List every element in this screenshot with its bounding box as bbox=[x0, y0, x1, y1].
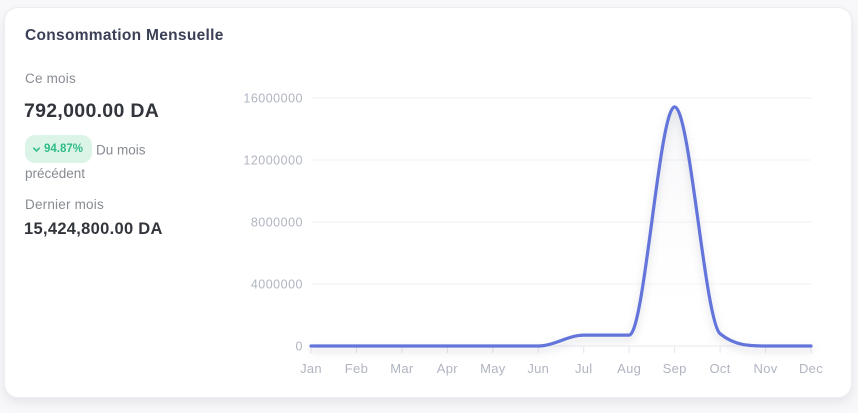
previous-month-value: 15,424,800.00 DA bbox=[24, 220, 163, 238]
current-month-label: Ce mois bbox=[25, 71, 76, 86]
x-tick-label: Dec bbox=[799, 361, 823, 376]
x-tick-label: Sep bbox=[663, 361, 687, 376]
card-title: Consommation Mensuelle bbox=[25, 27, 224, 44]
previous-month-label: Dernier mois bbox=[25, 197, 104, 212]
x-tick-label: Feb bbox=[345, 361, 368, 376]
y-tick-label: 12000000 bbox=[243, 154, 303, 168]
monthly-consumption-chart[interactable]: 0 4000000 8000000 12000000 16000000 Jan Feb Mar… bbox=[241, 86, 853, 391]
change-badge: 94.87% bbox=[25, 135, 93, 163]
y-tick-label: 16000000 bbox=[243, 92, 303, 106]
y-axis-labels: 0 4000000 8000000 12000000 16000000 bbox=[243, 92, 303, 354]
change-percent: 94.87% bbox=[44, 143, 84, 155]
y-tick-label: 4000000 bbox=[251, 278, 303, 292]
x-tick-label: Apr bbox=[437, 361, 459, 376]
chart-canvas[interactable]: 0 4000000 8000000 12000000 16000000 Jan Feb Mar… bbox=[241, 86, 853, 391]
x-tick-label: Mar bbox=[390, 361, 414, 376]
x-tick-label: Jun bbox=[527, 361, 549, 376]
x-tick-label: May bbox=[480, 361, 506, 376]
current-month-value: 792,000.00 DA bbox=[24, 100, 160, 122]
x-tick-label: Aug bbox=[617, 361, 641, 376]
consumption-line bbox=[309, 105, 813, 348]
y-tick-label: 8000000 bbox=[251, 216, 303, 230]
change-row: 94.87% Du mois précédent bbox=[25, 135, 190, 185]
y-tick-label: 0 bbox=[296, 340, 303, 354]
x-tick-label: Jul bbox=[575, 361, 593, 376]
x-tick-label: Oct bbox=[710, 361, 731, 376]
change-caption: Du mois précédent bbox=[25, 142, 146, 182]
consumption-area bbox=[311, 106, 811, 346]
gridlines bbox=[311, 97, 811, 347]
consumption-card: Consommation Mensuelle Ce mois 792,000.0… bbox=[4, 7, 852, 398]
x-tick-label: Nov bbox=[754, 361, 778, 376]
x-tick-label: Jan bbox=[300, 361, 322, 376]
x-axis-labels: Jan Feb Mar Apr May Jun Jul Aug Sep Oct Nov Dec bbox=[300, 347, 823, 376]
chevron-down-icon bbox=[32, 145, 41, 154]
